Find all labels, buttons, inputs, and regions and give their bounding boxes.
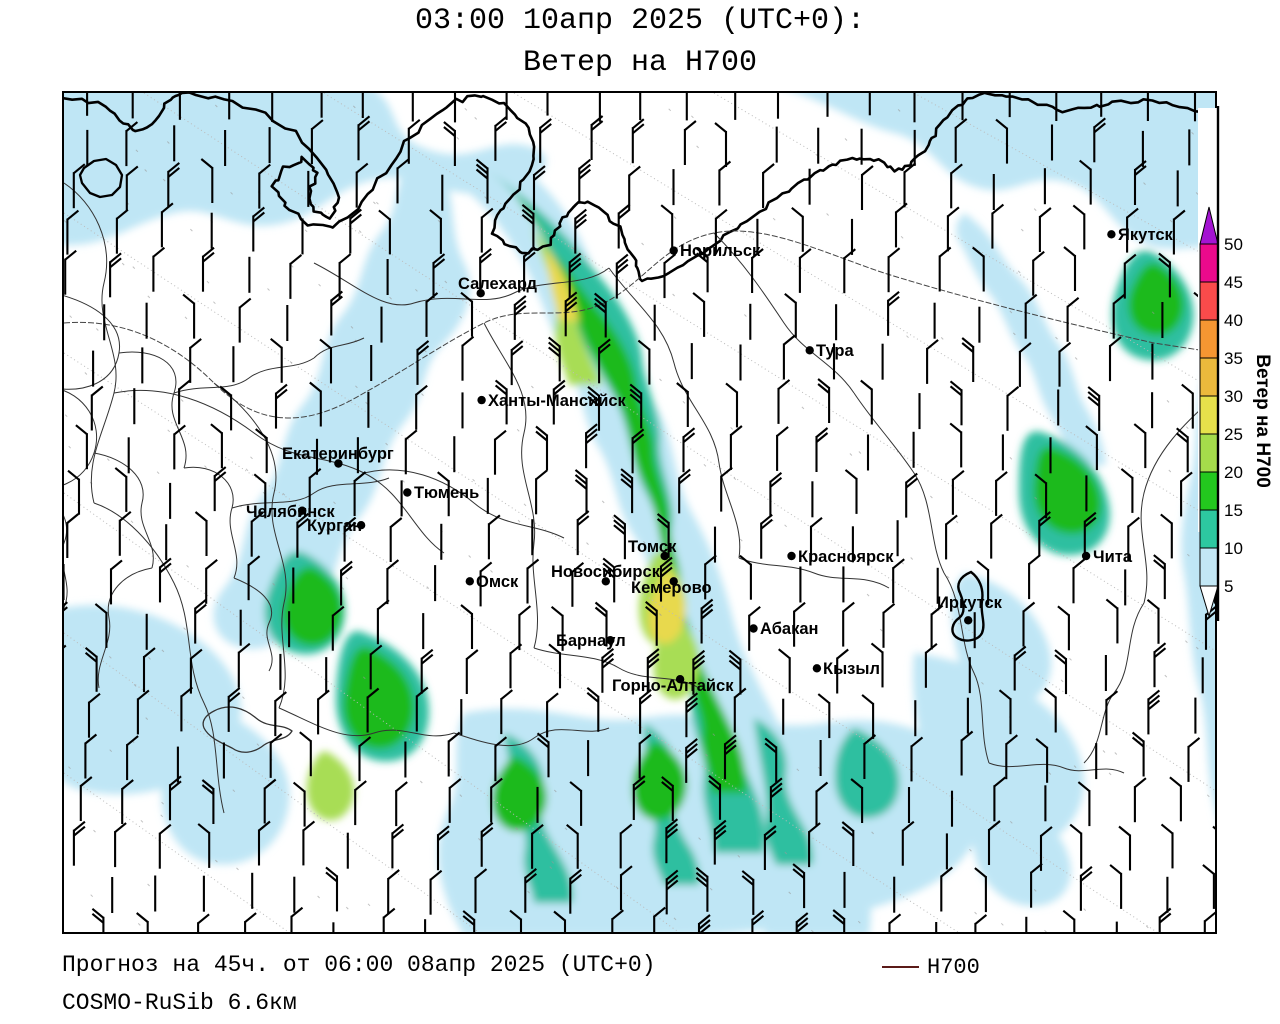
svg-text:Иркутск: Иркутск [937,594,1003,612]
svg-text:40: 40 [1224,311,1243,330]
svg-text:Ханты-Мансийск: Ханты-Мансийск [488,392,627,410]
svg-text:20: 20 [1224,463,1243,482]
svg-text:Кызыл: Кызыл [823,660,880,678]
svg-text:10: 10 [1224,539,1243,558]
svg-text:Горно-Алтайск: Горно-Алтайск [612,677,734,695]
svg-text:Красноярск: Красноярск [798,548,894,566]
svg-text:50: 50 [1224,235,1243,254]
svg-text:Томск: Томск [628,538,677,556]
svg-text:Ветер на H700: Ветер на H700 [1252,354,1273,488]
svg-text:15: 15 [1224,501,1243,520]
svg-text:Тюмень: Тюмень [414,484,479,502]
svg-text:Барнаул: Барнаул [556,632,626,650]
svg-text:25: 25 [1224,425,1243,444]
svg-text:30: 30 [1224,387,1243,406]
svg-text:Якутск: Якутск [1118,226,1174,244]
svg-text:Норильск: Норильск [680,242,761,260]
svg-text:Омск: Омск [476,573,519,591]
svg-text:45: 45 [1224,273,1243,292]
svg-text:Екатеринбург: Екатеринбург [282,445,394,463]
svg-text:Салехард: Салехард [458,275,538,293]
svg-text:Курган: Курган [307,517,362,535]
svg-text:5: 5 [1224,577,1233,596]
svg-text:Абакан: Абакан [760,620,818,638]
svg-text:35: 35 [1224,349,1243,368]
svg-text:Тура: Тура [816,342,854,360]
svg-text:Чита: Чита [1093,548,1133,566]
svg-text:Кемерово: Кемерово [631,579,712,597]
